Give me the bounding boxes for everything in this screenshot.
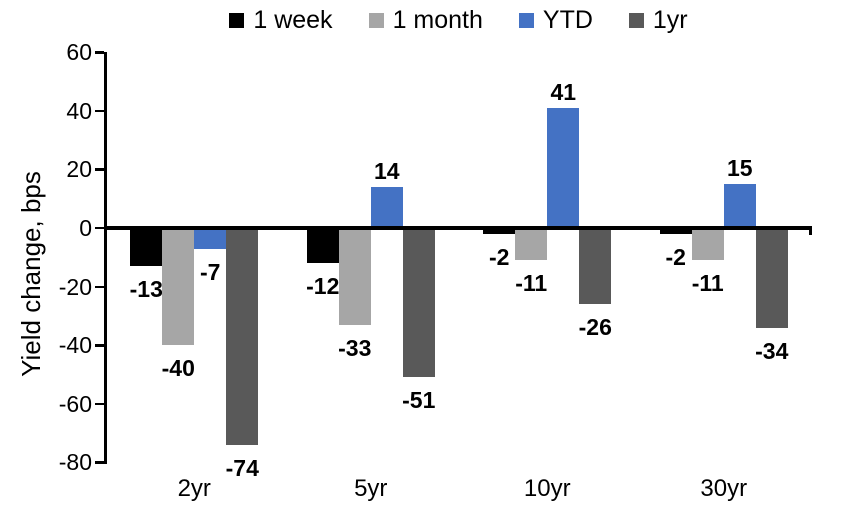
bar-value-label: -7 [200,258,221,285]
bar-1-month-5yr [338,228,371,325]
bar-1-month-10yr [515,228,548,261]
y-tick-0 [95,227,104,230]
y-tick--40 [95,344,104,347]
y-tick-label: 60 [66,39,92,66]
legend-marker-icon [628,13,644,28]
y-tick-label: 0 [79,215,92,241]
legend-label: 1yr [652,6,688,34]
bar-value-label: -13 [129,276,163,303]
bar-1yr-5yr [402,228,435,378]
bar-1-month-30yr [691,228,724,261]
bar-value-label: -11 [691,270,724,297]
legend-marker-icon [368,13,384,28]
category-label-10yr: 10yr [523,475,571,502]
y-tick-40 [95,109,104,113]
legend-marker-icon [229,13,245,28]
y-tick-label: 20 [66,156,92,183]
legend-item-1yr: 1yr [628,6,688,35]
bar-YTD-10yr [547,107,580,228]
legend-item-1-month: 1 month [368,6,483,35]
bar-value-label: -2 [489,243,510,270]
bar-1-week-5yr [306,228,339,264]
bar-value-label: -11 [515,270,548,297]
y-tick-60 [95,51,104,54]
bar-1yr-2yr [226,228,259,445]
y-tick-label: -40 [58,332,92,359]
bar-value-label: 41 [550,78,577,105]
bar-value-label: -26 [578,314,612,341]
y-tick-20 [95,168,104,171]
y-tick--80 [95,461,104,464]
bar-1yr-30yr [755,228,788,328]
bar-value-label: -33 [338,334,372,361]
bar-YTD-5yr [370,187,403,228]
y-tick-label: -80 [58,449,92,476]
x-axis-line [104,226,812,230]
bar-1yr-10yr [579,228,612,305]
category-label-30yr: 30yr [700,475,748,502]
legend-item-YTD: YTD [518,6,593,35]
bar-value-label: -34 [755,337,789,364]
y-tick--60 [95,402,104,406]
bar-1-week-10yr [483,228,516,234]
legend-marker-icon [518,13,534,28]
category-label-2yr: 2yr [177,475,211,502]
y-tick-label: -60 [58,390,92,417]
bar-1-week-30yr [659,228,692,234]
y-tick-label: -20 [58,273,92,300]
bar-1-month-2yr [162,228,195,346]
legend-item-1-week: 1 week [229,6,333,35]
legend-label: 1 week [253,6,333,34]
bar-value-label: -51 [402,387,436,414]
category-label-5yr: 5yr [354,475,388,502]
bar-value-label: -2 [665,243,686,270]
y-axis-line [104,52,107,465]
x-axis-end-tick [809,226,812,235]
y-tick--20 [95,285,104,288]
bar-value-label: 14 [373,158,400,184]
y-tick-label: 40 [66,97,92,124]
legend: 1 week 1 month YTD 1yr [105,6,812,35]
bar-value-label: -74 [225,454,259,481]
legend-label: YTD [542,6,593,34]
bar-1-week-2yr [130,228,163,267]
legend-label: 1 month [392,6,483,34]
bar-value-label: -12 [306,273,340,300]
bar-YTD-30yr [723,184,756,228]
bar-value-label: -40 [161,355,195,382]
bar-value-label: 15 [726,155,753,182]
bar-YTD-2yr [194,228,227,249]
